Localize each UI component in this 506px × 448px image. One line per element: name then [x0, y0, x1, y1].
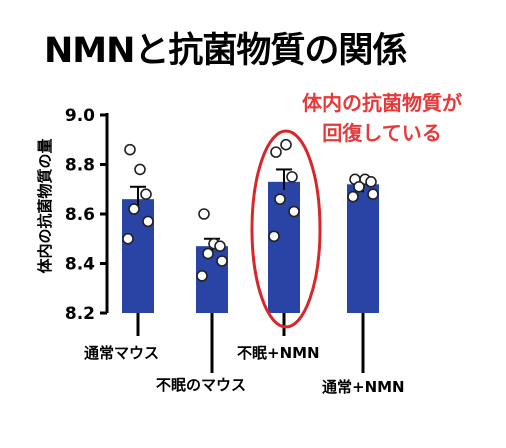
- data-point: [288, 205, 300, 218]
- data-point: [128, 203, 140, 215]
- y-tick-label: 8.8: [65, 156, 95, 176]
- data-point: [196, 270, 208, 282]
- category-label-3: 不眠+NMN: [237, 344, 320, 362]
- data-point: [142, 215, 154, 228]
- data-point: [347, 190, 359, 203]
- data-point: [140, 188, 152, 200]
- y-tick-label: 8.2: [65, 304, 95, 324]
- data-point: [268, 230, 280, 243]
- data-point: [124, 143, 136, 156]
- category-label-2: 不眠のマウス: [156, 376, 246, 394]
- data-point: [198, 208, 210, 220]
- data-point: [353, 180, 365, 193]
- data-point: [122, 232, 134, 245]
- annotation-line-1: 体内の抗菌物質が: [302, 91, 462, 115]
- highlight-ellipse: [250, 129, 322, 329]
- data-point: [274, 193, 286, 205]
- data-point: [202, 247, 214, 260]
- y-tick-label: 9.0: [65, 106, 95, 126]
- category-label-1: 通常マウス: [84, 344, 159, 362]
- data-point: [216, 255, 228, 267]
- bar-3: [268, 181, 300, 313]
- data-point: [214, 240, 226, 252]
- data-point: [134, 163, 146, 176]
- category-label-4: 通常+NMN: [322, 378, 405, 396]
- data-point: [367, 188, 379, 200]
- y-tick-label: 8.6: [65, 205, 95, 225]
- data-point: [286, 171, 298, 183]
- chart-title: NMNと抗菌物質の関係: [44, 31, 407, 71]
- data-point: [280, 138, 292, 151]
- bar-4: [347, 184, 379, 313]
- annotation-callout: 体内の抗菌物質が 回復している: [272, 88, 492, 148]
- annotation-line-2: 回復している: [322, 121, 442, 145]
- data-point: [365, 176, 377, 188]
- data-point: [270, 146, 282, 158]
- y-tick-label: 8.4: [65, 255, 95, 275]
